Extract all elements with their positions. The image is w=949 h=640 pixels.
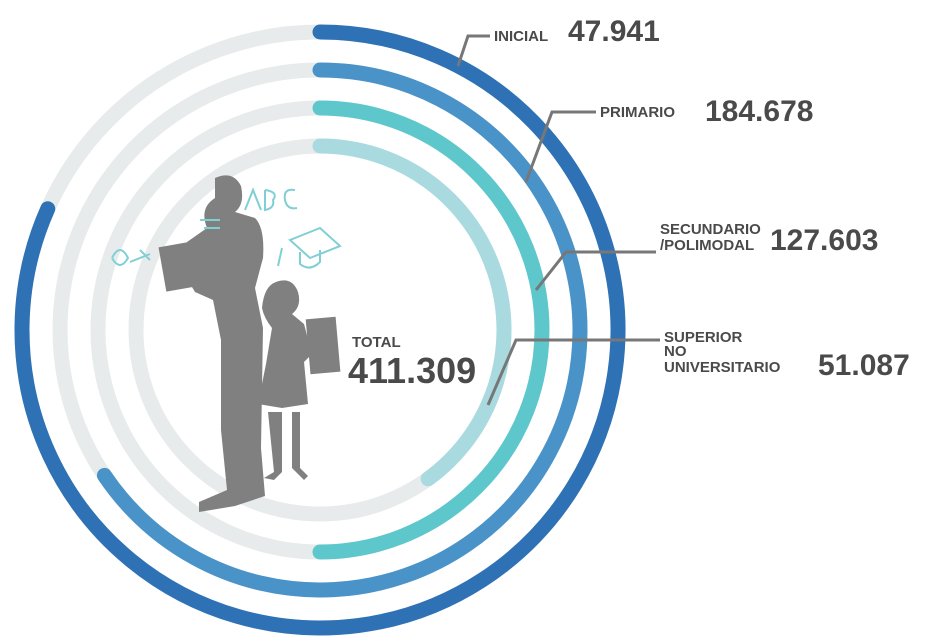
level-label: /POLIMODAL: [660, 237, 754, 254]
leader-line: [536, 252, 656, 290]
level-label: UNIVERSITARIO: [664, 359, 781, 376]
cap: [278, 228, 340, 268]
level-value: 184.678: [705, 95, 813, 128]
level-label: INICIAL: [494, 28, 548, 45]
total-value: 411.309: [348, 350, 476, 391]
level-value: 127.603: [770, 224, 878, 257]
level-label: NO: [664, 343, 687, 360]
child-book: [306, 317, 341, 374]
level-label: SECUNDARIO: [660, 221, 761, 238]
book: [159, 240, 211, 292]
level-label: PRIMARIO: [600, 104, 675, 121]
level-value: 51.087: [818, 349, 910, 382]
ring-arc: [320, 146, 504, 479]
child: [258, 280, 312, 480]
total-label: TOTAL: [352, 334, 401, 351]
level-value: 47.941: [568, 15, 660, 48]
infographic: TOTAL 411.309 INICIAL 47.941 PRIMARIO 18…: [0, 0, 949, 640]
